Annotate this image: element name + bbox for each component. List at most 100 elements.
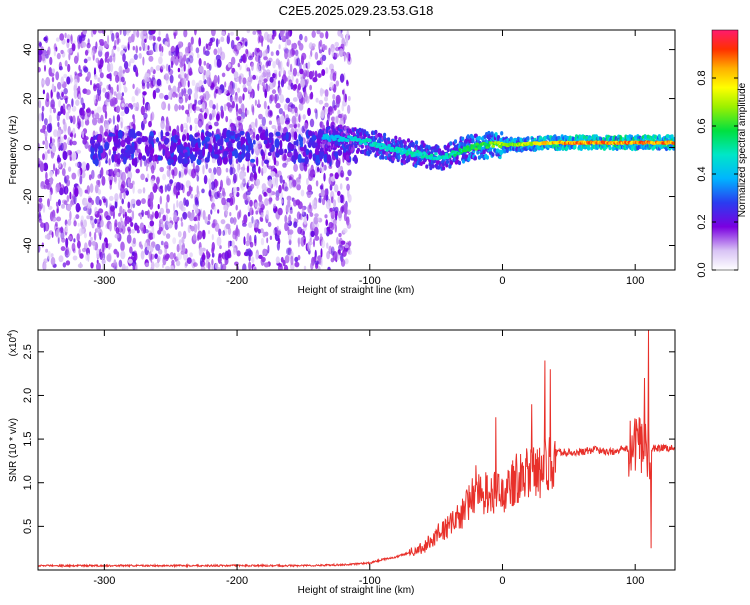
noise-cell — [185, 109, 190, 115]
noise-cell — [57, 121, 60, 128]
noise-cell — [78, 64, 81, 71]
noise-cell — [189, 252, 193, 258]
noise-cell — [44, 178, 50, 186]
noise-cell — [227, 84, 234, 94]
noise-cell — [299, 33, 303, 41]
noise-cell — [193, 105, 197, 114]
snr-y-axis-label: SNR (10 * v/v) — [8, 418, 19, 482]
noise-cell — [273, 69, 278, 74]
signal-halo-cell — [382, 150, 386, 155]
noise-band-cell — [293, 141, 297, 146]
noise-cell — [59, 227, 64, 234]
noise-cell — [319, 185, 323, 190]
noise-cell — [226, 102, 231, 108]
snr-multiplier-label: (x104) — [7, 330, 19, 357]
noise-cell — [115, 74, 120, 83]
noise-cell — [195, 214, 200, 222]
noise-cell — [335, 80, 339, 87]
noise-cell — [183, 63, 186, 72]
noise-cell — [145, 262, 150, 268]
noise-cell — [302, 230, 305, 237]
noise-cell — [150, 30, 156, 35]
noise-cell — [203, 174, 208, 185]
noise-cell — [109, 55, 113, 63]
signal-halo-cell — [394, 135, 398, 140]
noise-cell — [285, 97, 291, 104]
signal-halo-cell — [384, 155, 388, 160]
noise-band-cell — [252, 139, 256, 145]
noise-cell — [290, 82, 294, 90]
noise-cell — [108, 244, 111, 250]
noise-cell — [117, 227, 123, 233]
noise-cell — [132, 45, 135, 51]
noise-cell — [319, 32, 324, 39]
noise-cell — [149, 197, 154, 206]
noise-cell — [254, 227, 259, 232]
noise-cell — [199, 257, 203, 267]
noise-cell — [161, 101, 167, 111]
noise-cell — [41, 111, 44, 122]
noise-cell — [173, 166, 178, 177]
noise-cell — [124, 211, 127, 217]
noise-cell — [280, 30, 286, 35]
noise-cell — [121, 44, 125, 49]
noise-band-cell — [204, 140, 208, 150]
noise-cell — [90, 79, 92, 86]
noise-cell — [131, 210, 135, 220]
noise-cell — [44, 118, 48, 126]
noise-cell — [129, 221, 134, 227]
noise-cell — [121, 92, 125, 97]
noise-band-cell — [286, 152, 293, 157]
noise-cell — [332, 99, 336, 109]
noise-cell — [68, 115, 73, 120]
noise-cell — [94, 218, 98, 224]
noise-cell — [57, 199, 61, 207]
noise-cell — [231, 100, 235, 109]
noise-cell — [298, 114, 301, 123]
noise-cell — [152, 234, 156, 239]
noise-cell — [266, 237, 269, 244]
noise-cell — [107, 252, 112, 263]
noise-cell — [248, 261, 252, 270]
noise-band-cell — [141, 155, 147, 161]
noise-cell — [60, 105, 64, 115]
signal-core-cell — [429, 153, 434, 157]
noise-cell — [57, 129, 62, 136]
noise-cell — [252, 51, 255, 58]
noise-band-cell — [198, 149, 204, 156]
signal-halo-cell — [375, 147, 379, 152]
noise-cell — [178, 170, 181, 179]
noise-cell — [268, 120, 272, 125]
noise-cell — [229, 197, 234, 206]
noise-band-cell — [115, 137, 119, 146]
noise-cell — [299, 161, 305, 172]
noise-cell — [131, 251, 135, 256]
noise-cell — [114, 219, 118, 228]
noise-cell — [249, 176, 252, 182]
noise-cell — [220, 261, 223, 270]
noise-cell — [274, 94, 278, 104]
noise-cell — [38, 53, 42, 63]
noise-band-cell — [219, 145, 223, 151]
noise-cell — [133, 53, 138, 61]
noise-cell — [50, 253, 54, 258]
noise-cell — [177, 86, 180, 93]
noise-cell — [167, 103, 171, 111]
noise-band-cell — [297, 153, 302, 163]
noise-cell — [157, 229, 162, 235]
noise-cell — [277, 207, 283, 216]
noise-cell — [113, 248, 118, 255]
noise-band-cell — [152, 155, 156, 162]
noise-cell — [295, 199, 301, 206]
noise-cell — [120, 241, 125, 252]
noise-cell — [311, 199, 317, 208]
noise-band-cell — [129, 128, 136, 138]
noise-cell — [165, 123, 170, 134]
noise-cell — [67, 149, 69, 157]
noise-cell — [303, 238, 306, 246]
noise-band-cell — [234, 134, 238, 139]
noise-cell — [41, 79, 46, 85]
noise-cell — [38, 244, 41, 253]
noise-cell — [254, 118, 258, 128]
signal-halo-cell — [494, 132, 498, 137]
